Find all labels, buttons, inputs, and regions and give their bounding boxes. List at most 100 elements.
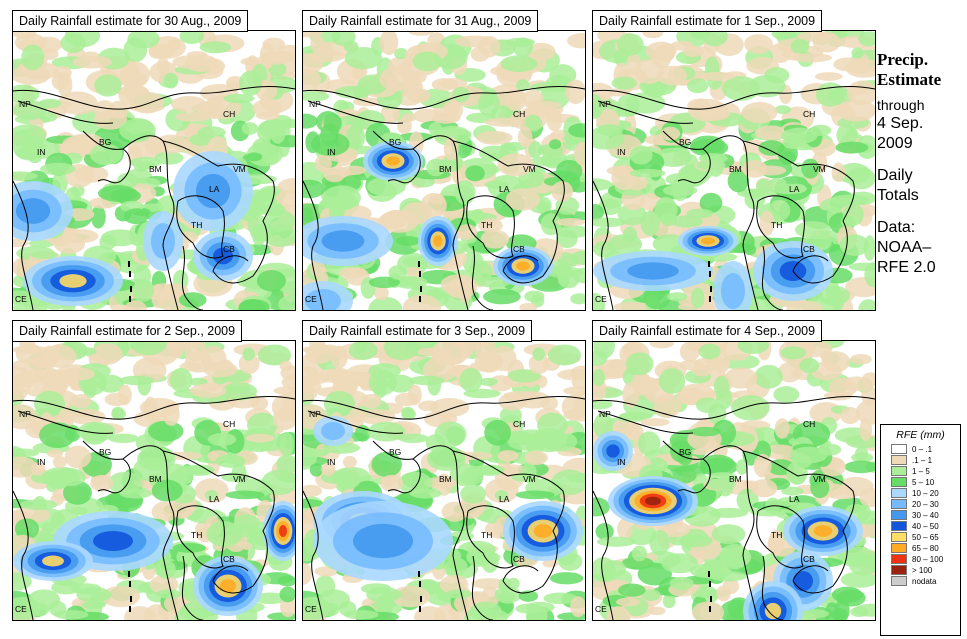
country-label-bm: BM	[149, 164, 162, 174]
country-label-np: NP	[19, 409, 31, 419]
country-label-bg: BG	[99, 137, 112, 147]
country-label-la: LA	[789, 494, 800, 504]
country-label-ce: CE	[595, 604, 607, 614]
legend-label: 80 – 100	[912, 555, 944, 564]
islands	[128, 571, 132, 612]
legend: RFE (mm) 0 – .1 .1 – 1 1 – 5 5 – 10 10 – 20 2…	[880, 424, 961, 636]
legend-item: 65 – 80	[891, 543, 960, 554]
country-borders	[13, 396, 295, 620]
legend-label: .1 – 1	[912, 456, 933, 465]
legend-swatch	[891, 466, 907, 476]
legend-label: 10 – 20	[912, 489, 939, 498]
country-label-ch: CH	[223, 419, 236, 429]
country-label-ch: CH	[513, 109, 526, 119]
country-label-la: LA	[209, 184, 220, 194]
country-label-bm: BM	[439, 164, 452, 174]
country-label-in: IN	[327, 147, 336, 157]
legend-label: 30 – 40	[912, 511, 939, 520]
rainfall-map: NP CH IN BG BM VM LA TH CB CE	[592, 340, 876, 621]
legend-title: RFE (mm)	[896, 429, 945, 441]
country-label-bg: BG	[99, 447, 112, 457]
legend-swatch	[891, 444, 907, 454]
country-label-th: TH	[481, 530, 493, 540]
legend-item: 1 – 5	[891, 466, 960, 477]
country-label-ce: CE	[305, 294, 317, 304]
legend-swatch	[891, 554, 907, 564]
panel-title: Daily Rainfall estimate for 3 Sep., 2009	[302, 320, 533, 342]
legend-item: 20 – 30	[891, 499, 960, 510]
map-panel-6: Daily Rainfall estimate for 4 Sep., 2009…	[592, 320, 876, 621]
daily-line-1: Daily	[877, 167, 913, 184]
country-label-bg: BG	[679, 137, 692, 147]
rain-field-base	[303, 31, 585, 310]
daily-totals: Daily Totals	[877, 166, 965, 206]
islands	[418, 571, 422, 612]
country-label-ch: CH	[803, 419, 816, 429]
country-label-ch: CH	[513, 419, 526, 429]
rainfall-map: NP CH IN BG BM VM LA TH CB CE	[592, 30, 876, 311]
country-label-in: IN	[327, 457, 336, 467]
country-label-bg: BG	[679, 447, 692, 457]
side-description: Precip. Estimate through 4 Sep. 2009 Dai…	[877, 50, 965, 278]
legend-item: 40 – 50	[891, 521, 960, 532]
country-label-la: LA	[789, 184, 800, 194]
country-borders	[13, 86, 295, 310]
country-label-th: TH	[481, 220, 493, 230]
country-label-cb: CB	[513, 244, 525, 254]
map-canvas	[593, 31, 875, 310]
legend-label: 20 – 30	[912, 500, 939, 509]
map-panel-5: Daily Rainfall estimate for 3 Sep., 2009…	[302, 320, 586, 621]
country-label-vm: VM	[523, 474, 536, 484]
legend-label: 5 – 10	[912, 478, 935, 487]
country-label-np: NP	[309, 409, 321, 419]
country-label-in: IN	[37, 457, 46, 467]
title-line-2: Estimate	[877, 70, 942, 89]
rainfall-map: NP CH IN BG BM VM LA TH CB CE	[12, 30, 296, 311]
country-label-bg: BG	[389, 137, 402, 147]
country-label-la: LA	[499, 494, 510, 504]
map-canvas	[593, 341, 875, 620]
legend-swatch	[891, 543, 907, 553]
country-label-np: NP	[599, 409, 611, 419]
country-borders	[593, 396, 875, 620]
rain-field-base	[13, 341, 295, 620]
country-label-ce: CE	[15, 294, 27, 304]
legend-swatch	[891, 488, 907, 498]
panel-title: Daily Rainfall estimate for 31 Aug., 200…	[302, 10, 539, 32]
legend-swatch	[891, 455, 907, 465]
legend-item: > 100	[891, 565, 960, 576]
legend-swatch	[891, 576, 907, 586]
country-label-ch: CH	[223, 109, 236, 119]
country-label-bm: BM	[439, 474, 452, 484]
country-label-vm: VM	[233, 164, 246, 174]
data-line-1: Data:	[877, 219, 916, 236]
legend-item: 10 – 20	[891, 488, 960, 499]
panel-title: Daily Rainfall estimate for 2 Sep., 2009	[12, 320, 243, 342]
daily-line-2: Totals	[877, 187, 919, 204]
legend-item: nodata	[891, 576, 960, 587]
country-label-la: LA	[499, 184, 510, 194]
country-label-bm: BM	[729, 164, 742, 174]
legend-swatch	[891, 499, 907, 509]
rainfall-map: NP CH IN BG BM VM LA TH CB CE	[302, 30, 586, 311]
panel-title: Daily Rainfall estimate for 1 Sep., 2009	[592, 10, 823, 32]
map-panel-2: Daily Rainfall estimate for 31 Aug., 200…	[302, 10, 586, 311]
legend-item: 50 – 65	[891, 532, 960, 543]
map-canvas	[13, 341, 295, 620]
map-canvas	[13, 31, 295, 310]
map-canvas	[303, 341, 585, 620]
legend-label: nodata	[912, 577, 937, 586]
legend-label: 0 – .1	[912, 445, 933, 454]
map-panel-1: Daily Rainfall estimate for 30 Aug., 200…	[12, 10, 296, 311]
country-borders	[303, 86, 585, 310]
title-line-1: Precip.	[877, 50, 929, 69]
data-line-2: NOAA–	[877, 239, 932, 256]
country-label-in: IN	[617, 457, 626, 467]
legend-label: 40 – 50	[912, 522, 939, 531]
map-panel-4: Daily Rainfall estimate for 2 Sep., 2009…	[12, 320, 296, 621]
country-label-ch: CH	[803, 109, 816, 119]
map-canvas	[303, 31, 585, 310]
data-line-3: RFE 2.0	[877, 259, 936, 276]
country-label-in: IN	[37, 147, 46, 157]
legend-item: 80 – 100	[891, 554, 960, 565]
